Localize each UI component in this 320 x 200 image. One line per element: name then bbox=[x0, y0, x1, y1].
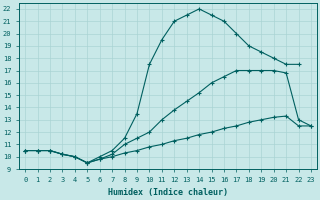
X-axis label: Humidex (Indice chaleur): Humidex (Indice chaleur) bbox=[108, 188, 228, 197]
